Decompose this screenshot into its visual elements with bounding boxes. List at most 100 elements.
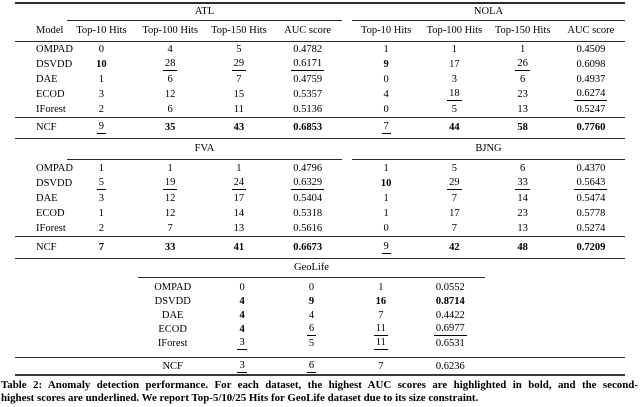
value-cell: 13 [489,102,557,117]
cell-value: 42 [449,242,460,253]
table-row: ECOD 1 12 14 0.5318 1 17 23 0.5778 [15,206,625,221]
value-cell: 24 [205,176,274,191]
value-cell: 7 [67,240,136,255]
cell-value: 35 [164,122,176,133]
cell-value: 19 [162,177,178,190]
cell-value: 7 [378,361,384,373]
value-cell: 5 [277,336,346,350]
value-cell: 5 [205,42,274,57]
cell-value: 4 [239,309,245,321]
cell-value: ECOD [36,208,65,219]
model-cell: ECOD [15,206,67,221]
value-cell: 0 [67,42,136,57]
value-cell: 4 [352,87,420,102]
cell-value: 3 [237,360,247,374]
table-body: OMPAD 0 0 1 0.0552 DSVDD 4 9 16 0.8714 DAE 4 4 7 0.442… [138,281,485,350]
cell-value: OMPAD [36,163,73,174]
value-cell: 4 [207,295,276,309]
value-cell: 7 [346,309,415,323]
value-cell: 44 [420,120,488,135]
value-cell: 48 [489,240,557,255]
value-cell: 4 [207,322,276,336]
cell-value: 1 [451,44,457,55]
cell-value: 11 [233,104,244,115]
cell-value: 0 [383,223,389,234]
value-cell: 1 [67,206,136,221]
cell-value: 3 [98,89,104,100]
value-cell: 5 [67,176,136,191]
cell-value: 0.6236 [435,361,465,373]
model-cell: IForest [15,102,67,117]
value-cell: 43 [205,120,274,135]
cell-value: 24 [231,177,247,190]
header-midrule [15,41,625,42]
model-cell: NCF [15,240,67,255]
value-cell: 0.5474 [557,191,625,206]
cell-value: 0.6098 [576,59,606,70]
dataset-group-row: ATL NOLA [15,3,625,19]
cell-value: 58 [517,122,528,133]
table-row: NCF 9 35 43 0.6853 7 44 58 0.7760 [15,120,625,135]
value-cell: 0.5318 [273,206,342,221]
cell-value: 0.7209 [576,242,606,253]
value-cell: 7 [136,221,205,236]
value-cell: 9 [352,57,420,72]
table-row: IForest 3 5 11 0.6531 [138,336,485,350]
cell-value: 44 [449,122,460,133]
cell-value: 1 [378,282,384,294]
value-cell: 0.5404 [273,191,342,206]
cell-value: 0.5247 [576,104,606,115]
cell-value: 3 [451,74,457,85]
column-header: Top-10 Hits [360,25,412,36]
value-cell: 58 [489,120,557,135]
value-cell: 5 [420,161,488,176]
cell-value: 6 [306,323,317,336]
model-cell: OMPAD [15,161,73,176]
table-row: OMPAD 1 1 1 0.4796 1 5 6 0.4370 [15,161,625,176]
cell-value: DAE [36,74,58,85]
cell-value: 0.6531 [435,337,465,349]
cell-value: 0.5778 [576,208,606,219]
value-cell: 14 [205,206,274,221]
caption-line: highest scores are underlined. We report… [1,391,479,404]
value-cell: 0.5247 [557,102,625,117]
model-cell: DAE [15,191,67,206]
cell-value: 7 [451,193,457,204]
value-cell: 0.4937 [557,72,625,87]
value-cell: 6 [489,72,557,87]
midrule-ncf2 [15,236,625,237]
cell-value: 9 [308,296,315,308]
cell-value: 0 [383,104,389,115]
cell-value: 0.6329 [291,177,325,190]
cell-value: 5 [236,44,242,55]
value-cell: 4 [136,42,205,57]
value-cell: 7 [420,191,488,206]
value-cell: 10 [352,176,420,191]
value-cell: 33 [136,240,205,255]
value-cell: 0.0552 [416,281,485,295]
cell-value: 17 [449,208,460,219]
cell-value: 0.6977 [433,323,467,336]
table-row: DSVDD 5 19 24 0.6329 10 29 33 0.5643 [15,176,625,191]
cell-value: 29 [231,58,247,71]
value-cell: 41 [205,240,274,255]
table-row: DSVDD 4 9 16 0.8714 [138,295,485,309]
value-cell: 17 [420,206,488,221]
model-cell: ECOD [138,322,207,336]
table-row: OMPAD 0 0 1 0.0552 [138,281,485,295]
value-cell: 11 [346,336,415,350]
value-cell: 0 [352,72,420,87]
value-cell: 2 [67,221,136,236]
cell-value: 0.4759 [293,74,323,85]
cell-value: 0.5274 [576,223,606,234]
cell-value: 33 [515,177,530,190]
cell-value: 10 [380,178,392,189]
cell-value: 0.5404 [293,193,323,204]
value-cell: 23 [489,87,557,102]
cell-value: OMPAD [154,282,192,294]
value-cell: 0.4509 [557,42,625,57]
column-header: Top-10 Hits [76,25,127,36]
model-cell: ECOD [15,87,67,102]
cell-value: NCF [36,242,57,253]
cell-value: 28 [162,58,178,71]
